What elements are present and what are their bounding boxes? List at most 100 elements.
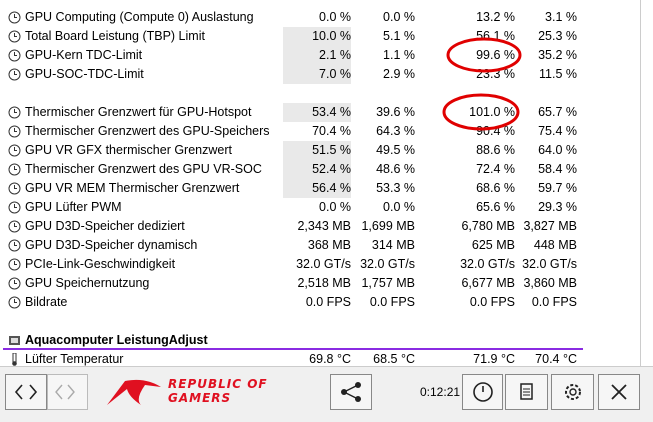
- sensor-row: Thermischer Grenzwert des GPU VR-SOC 52.4…: [0, 160, 583, 179]
- sensor-value: 5.1 %: [383, 29, 415, 43]
- sensor-icon: [8, 182, 21, 198]
- sensor-value: 2,518 MB: [297, 276, 351, 290]
- sensor-value: 88.6 %: [476, 143, 515, 157]
- sensor-value: 32.0 GT/s: [460, 257, 515, 271]
- sensor-icon: [8, 277, 21, 293]
- logo-text: REPUBLIC OF: [168, 377, 268, 391]
- sensor-icon: [8, 220, 21, 236]
- sensor-value: 72.4 %: [476, 162, 515, 176]
- sensor-icon: [8, 49, 21, 65]
- sensor-value: 68.6 %: [476, 181, 515, 195]
- sensor-row: GPU Lüfter PWM 0.0 % 0.0 % 65.6 % 29.3 %: [0, 198, 583, 217]
- sensor-value: 0.0 %: [319, 200, 351, 214]
- sensor-value: 448 MB: [533, 238, 577, 252]
- sensor-label: Total Board Leistung (TBP) Limit: [25, 29, 205, 43]
- sensor-value: 2.9 %: [383, 67, 415, 81]
- sensor-value: 2,343 MB: [297, 219, 351, 233]
- sensor-label: GPU VR MEM Thermischer Grenzwert: [25, 181, 240, 195]
- sensor-value: 0.0 %: [383, 10, 415, 24]
- sensor-value: 625 MB: [471, 238, 515, 252]
- sensor-value: 70.4 °C: [535, 352, 577, 366]
- sensor-value: 3,827 MB: [523, 219, 577, 233]
- sensor-value: 68.5 °C: [373, 352, 415, 366]
- sensor-value: 3.1 %: [545, 10, 577, 24]
- sensor-value: 11.5 %: [539, 67, 577, 81]
- sensor-value: 64.0 %: [538, 143, 577, 157]
- sensor-value: 0.0 FPS: [531, 295, 577, 309]
- sensor-value: 51.5 %: [283, 141, 351, 160]
- logo-text: GAMERS: [168, 391, 232, 405]
- section-title: Aquacomputer LeistungAdjust: [25, 333, 208, 347]
- sensor-value: 368 MB: [307, 238, 351, 252]
- rog-eye: [107, 379, 161, 405]
- sensor-row: GPU VR MEM Thermischer Grenzwert 56.4 % 53…: [0, 179, 583, 198]
- sensor-value: 0.0 FPS: [305, 295, 351, 309]
- sensor-row: Lüfter Temperatur 69.8 °C 68.5 °C 71.9 °C 70…: [0, 350, 583, 366]
- report-button[interactable]: [505, 374, 548, 410]
- sensor-label: Bildrate: [25, 295, 68, 309]
- sensor-value: 6,677 MB: [461, 276, 515, 290]
- sensor-value: 29.3 %: [538, 200, 577, 214]
- sensor-value: 2.1 %: [283, 46, 351, 65]
- section-divider: [3, 348, 583, 350]
- sensor-value: 3,860 MB: [523, 276, 577, 290]
- sensor-value: 1.1 %: [383, 48, 415, 62]
- sensor-label: GPU VR GFX thermischer Grenzwert: [25, 143, 232, 157]
- annotations: [442, 37, 522, 131]
- sensor-icon: [8, 144, 21, 160]
- sensor-icon: [8, 106, 21, 122]
- share-button[interactable]: [330, 374, 372, 410]
- sensor-value: 35.2 %: [538, 48, 577, 62]
- sensor-label: Lüfter Temperatur: [25, 352, 124, 366]
- sensor-value: 49.5 %: [376, 143, 415, 157]
- sensor-value: 6,780 MB: [461, 219, 515, 233]
- sensor-label: Thermischer Grenzwert des GPU-Speichers: [25, 124, 270, 138]
- sensor-icon: [8, 68, 21, 84]
- sensor-value: 0.0 %: [383, 200, 415, 214]
- sensor-value: 314 MB: [371, 238, 415, 252]
- reset-button[interactable]: [462, 374, 503, 410]
- sensor-row: Thermischer Grenzwert für GPU-Hotspot 53.…: [0, 103, 583, 122]
- sensor-row: Bildrate 0.0 FPS 0.0 FPS 0.0 FPS 0.0 FPS: [0, 293, 583, 312]
- sensor-icon: [8, 11, 21, 27]
- nav-button[interactable]: [5, 374, 47, 410]
- sensor-value: 101.0 %: [469, 105, 515, 119]
- sensor-label: GPU Speichernutzung: [25, 276, 150, 290]
- sensor-value: 75.4 %: [538, 124, 577, 138]
- sensor-value: 48.6 %: [376, 162, 415, 176]
- sensor-label: GPU-SOC-TDC-Limit: [25, 67, 144, 81]
- sensor-row: Total Board Leistung (TBP) Limit 10.0 % 5.…: [0, 27, 583, 46]
- settings-button[interactable]: [551, 374, 594, 410]
- nav-button-disabled[interactable]: [47, 374, 88, 410]
- sensor-value: 1,699 MB: [361, 219, 415, 233]
- sensor-value: 53.3 %: [376, 181, 415, 195]
- sensor-value: 71.9 °C: [473, 352, 515, 366]
- sensor-value: 10.0 %: [283, 27, 351, 46]
- sensor-value: 25.3 %: [538, 29, 577, 43]
- sensor-label: Thermischer Grenzwert des GPU VR-SOC: [25, 162, 262, 176]
- sensor-value: 32.0 GT/s: [522, 257, 577, 271]
- close-button[interactable]: [598, 374, 640, 410]
- sensor-value: 53.4 %: [283, 103, 351, 122]
- sensor-value: 39.6 %: [376, 105, 415, 119]
- sensor-label: Thermischer Grenzwert für GPU-Hotspot: [25, 105, 252, 119]
- sensor-label: PCIe-Link-Geschwindigkeit: [25, 257, 176, 271]
- sensor-value: 56.4 %: [283, 179, 351, 198]
- sensor-value: 1,757 MB: [361, 276, 415, 290]
- sensor-row: GPU D3D-Speicher dediziert 2,343 MB 1,699 …: [0, 217, 583, 236]
- sensor-icon: [8, 258, 21, 274]
- sensor-label: GPU D3D-Speicher dynamisch: [25, 238, 198, 252]
- sensor-row: GPU-SOC-TDC-Limit 7.0 % 2.9 % 23.3 % 11.5 %: [0, 65, 583, 84]
- sensor-value: 7.0 %: [283, 65, 351, 84]
- sensor-value: 69.8 °C: [309, 352, 351, 366]
- timer: 0:12:21: [420, 385, 461, 399]
- sensor-value: 0.0 FPS: [469, 295, 515, 309]
- sensor-label: GPU Computing (Compute 0) Auslastung: [25, 10, 254, 24]
- sensor-label: GPU Lüfter PWM: [25, 200, 122, 214]
- red-circle: [446, 37, 522, 73]
- sensor-row: GPU-Kern TDC-Limit 2.1 % 1.1 % 99.6 % 35.2 %: [0, 46, 583, 65]
- sensor-value: 65.7 %: [538, 105, 577, 119]
- red-circle: [442, 93, 520, 131]
- sensor-value: 32.0 GT/s: [360, 257, 415, 271]
